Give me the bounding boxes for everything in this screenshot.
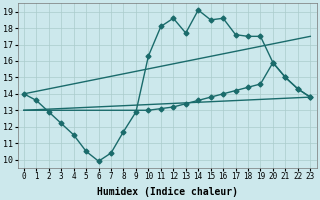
X-axis label: Humidex (Indice chaleur): Humidex (Indice chaleur)	[97, 186, 237, 197]
